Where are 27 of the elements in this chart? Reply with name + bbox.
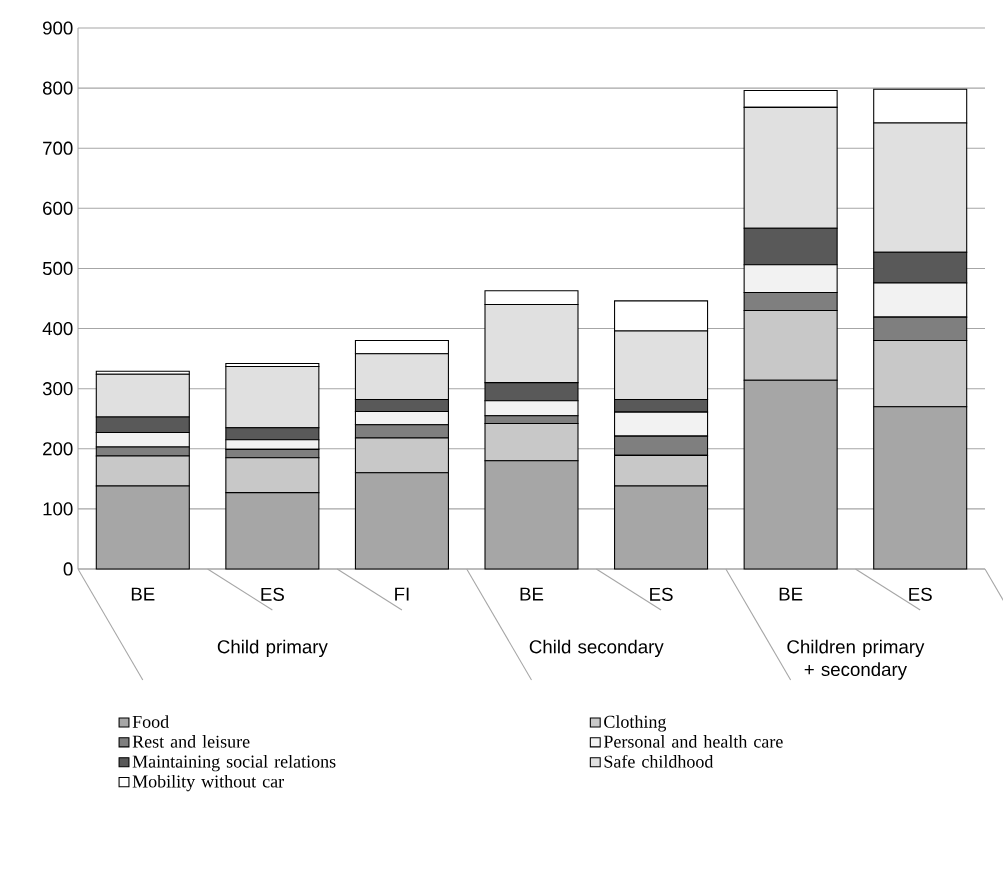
text: Children primary + secondary [787,639,925,680]
legend-label: Personal and health care [603,735,783,748]
legend-label: Clothing [604,715,667,732]
text: Child primary [217,639,328,658]
text: Child secondary [529,639,664,658]
y-tick-label: 100 [43,502,73,516]
y-tick-label: 900 [43,21,73,35]
x-tick-label: BE [131,587,155,601]
x-tick-label: ES [650,587,673,601]
y-tick-label: 0 [63,562,73,576]
x-tick-label: BE [779,587,803,601]
y-tick-label: 800 [42,81,73,95]
x-tick-label: FI [395,587,409,601]
legend-label: Rest and leisure [132,735,250,748]
legend-label: Mobility without car [132,774,284,792]
y-tick-label: 700 [43,141,73,155]
y-tick-label: 400 [42,321,73,336]
y-tick-label: 300 [42,382,73,396]
legend-label: Safe childhood [604,754,714,768]
x-tick-label: ES [909,587,932,601]
legend-label: Food [132,715,169,728]
y-tick-label: 500 [42,261,73,276]
x-tick-label: ES [261,587,284,601]
x-tick-label: BE [520,587,544,601]
legend-label: Maintaining social relations [132,754,336,772]
y-tick-label: 200 [43,442,73,456]
y-tick-label: 600 [43,201,73,215]
